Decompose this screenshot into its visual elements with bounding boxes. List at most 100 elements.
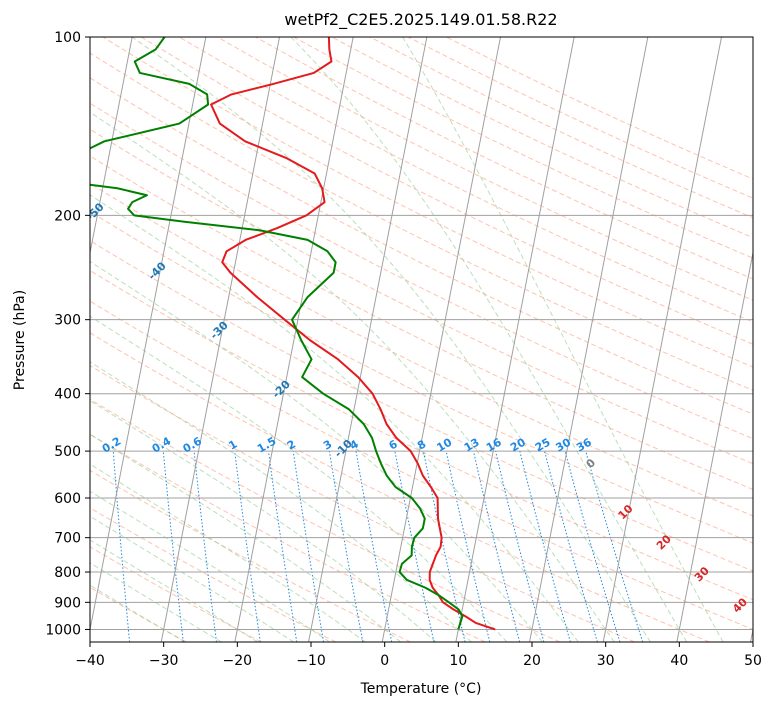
adiabat-label: 0 xyxy=(584,456,599,471)
adiabat-label: 40 xyxy=(730,595,750,615)
isotherm-label: -20 xyxy=(270,378,293,401)
dry-adiabat xyxy=(90,240,753,572)
dry-adiabat xyxy=(331,37,753,239)
dry-adiabat xyxy=(90,211,753,544)
mixing-ratio-line xyxy=(544,450,598,642)
mixing-ratio-line xyxy=(519,450,571,642)
dry-adiabat xyxy=(90,182,753,517)
moist-adiabat xyxy=(90,194,579,642)
x-tick-label: 40 xyxy=(670,653,688,669)
x-tick-label: 20 xyxy=(523,653,541,669)
adiabat-label: 20 xyxy=(654,532,674,552)
mixing-ratio-label: 20 xyxy=(508,435,528,454)
dry-adiabat xyxy=(90,433,486,642)
dry-adiabat xyxy=(90,398,561,642)
mixing-ratio-line xyxy=(193,451,218,642)
temperature-profile xyxy=(210,37,496,631)
background-grid xyxy=(0,37,753,642)
mixing-ratio-label: 0.4 xyxy=(150,434,174,455)
x-tick-label: −10 xyxy=(296,653,326,669)
isotherm xyxy=(0,37,59,642)
isotherm xyxy=(602,37,723,642)
mixing-ratio-line xyxy=(472,450,521,642)
dry-adiabat xyxy=(90,300,753,630)
mixing-ratio-line xyxy=(422,451,466,642)
mixing-ratio-label: 8 xyxy=(415,438,428,453)
y-tick-label: 600 xyxy=(54,491,81,507)
adiabat-label: 10 xyxy=(616,502,636,522)
mixing-ratio-line xyxy=(445,450,491,642)
moist-adiabat xyxy=(90,361,472,642)
moist-adiabat xyxy=(90,584,186,642)
moist-adiabat xyxy=(90,490,330,642)
x-tick-label: −20 xyxy=(223,653,253,669)
moist-adiabat xyxy=(131,37,651,642)
mixing-ratio-line xyxy=(328,451,364,642)
isotherm xyxy=(750,626,753,642)
y-tick-label: 800 xyxy=(54,565,81,581)
mixing-ratio-label: 25 xyxy=(533,436,553,455)
isotherm xyxy=(529,37,649,642)
isotherm xyxy=(455,37,575,642)
mixing-ratio-line xyxy=(495,450,545,642)
mixing-ratio-label: 16 xyxy=(484,435,504,454)
moist-adiabat xyxy=(290,37,688,642)
y-tick-label: 100 xyxy=(54,30,81,46)
moist-adiabat xyxy=(90,315,508,642)
moist-adiabat xyxy=(90,433,401,642)
y-tick-label: 900 xyxy=(54,595,81,611)
dry-adiabat xyxy=(90,507,336,642)
isotherm-label: -30 xyxy=(208,318,231,341)
x-tick-label: 0 xyxy=(380,653,389,669)
y-axis-label: Pressure (hPa) xyxy=(12,290,28,390)
dry-adiabat xyxy=(293,37,753,259)
dry-adiabat xyxy=(178,37,753,323)
y-tick-label: 700 xyxy=(54,531,81,547)
y-tick-label: 1000 xyxy=(45,622,81,638)
dry-adiabat xyxy=(90,128,753,465)
isotherm xyxy=(234,37,354,642)
y-tick-label: 400 xyxy=(54,387,81,403)
mixing-ratio-label: 2 xyxy=(285,438,298,453)
isotherm xyxy=(160,37,281,642)
x-tick-label: 10 xyxy=(449,653,467,669)
x-axis-ticks: −40 −30 −20 −10 0 10 20 30 40 50 xyxy=(75,642,762,669)
isotherm xyxy=(381,37,502,642)
isotherm xyxy=(676,250,753,642)
x-tick-label: −40 xyxy=(75,653,105,669)
moist-adiabat xyxy=(90,260,543,642)
isotherm xyxy=(308,37,428,642)
x-tick-label: 50 xyxy=(744,653,762,669)
y-tick-label: 500 xyxy=(54,444,81,460)
dry-adiabat xyxy=(90,77,753,415)
moist-adiabat xyxy=(402,37,724,642)
dry-adiabat xyxy=(90,269,753,601)
isotherm-label: -60 xyxy=(21,141,44,164)
chart-title: wetPf2_C2E5.2025.149.01.58.R22 xyxy=(284,10,557,30)
x-axis-label: Temperature (°C) xyxy=(360,681,482,697)
dry-adiabat xyxy=(90,364,635,642)
dry-adiabat xyxy=(90,155,753,491)
moist-adiabat xyxy=(90,400,437,642)
moist-adiabat xyxy=(90,111,615,642)
moist-adiabat xyxy=(90,463,366,642)
profile-series xyxy=(90,37,496,631)
y-axis-ticks: 1000 900 800 700 600 500 400 300 200 100 xyxy=(45,30,90,638)
mixing-ratio-line xyxy=(564,450,621,642)
y-tick-label: 300 xyxy=(54,313,81,329)
dry-adiabat xyxy=(369,37,753,219)
mixing-ratio-line xyxy=(234,451,261,642)
isotherm xyxy=(90,37,133,256)
mixing-ratio-line xyxy=(162,451,184,642)
mixing-ratio-line xyxy=(394,451,435,642)
dry-adiabat xyxy=(140,37,753,345)
mixing-ratio-label: 13 xyxy=(462,436,482,455)
dry-adiabat xyxy=(217,37,753,301)
mixing-ratio-line xyxy=(355,451,393,642)
isotherm-label: -40 xyxy=(146,259,169,282)
plot-frame xyxy=(89,36,754,643)
moist-adiabat xyxy=(90,562,222,642)
x-tick-label: −30 xyxy=(149,653,179,669)
dry-adiabat xyxy=(90,332,710,642)
dewpoint-profile xyxy=(90,37,464,630)
